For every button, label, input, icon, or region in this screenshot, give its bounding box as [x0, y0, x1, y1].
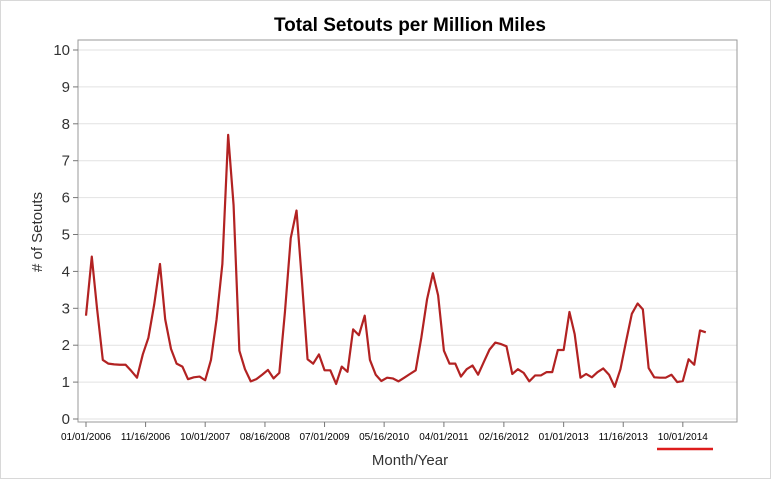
x-tick-label: 10/01/2014 [658, 432, 708, 443]
x-tick-label: 01/01/2013 [539, 432, 589, 443]
series-line [84, 133, 707, 388]
chart-title: Total Setouts per Million Miles [274, 15, 546, 36]
x-tick-label: 04/01/2011 [419, 432, 469, 443]
y-tick-label: 9 [62, 79, 70, 96]
y-tick-label: 5 [62, 227, 70, 244]
x-tick-label: 05/16/2010 [359, 432, 409, 443]
y-tick-label: 7 [62, 153, 70, 170]
y-tick-label: 10 [53, 42, 70, 59]
series [84, 133, 707, 388]
y-tick-label: 1 [62, 374, 70, 391]
grid [78, 49, 737, 420]
x-axis-label: Month/Year [372, 452, 448, 469]
x-axis: 01/01/2006 11/16/2006 10/01/2007 08/16/2008… [61, 422, 708, 443]
y-tick-label: 4 [62, 263, 70, 280]
x-tick-label: 01/01/2006 [61, 432, 111, 443]
x-tick-label: 11/16/2013 [599, 432, 649, 443]
y-axis-label: # of Setouts [29, 192, 46, 272]
x-tick-label: 02/16/2012 [479, 432, 529, 443]
y-tick-label: 6 [62, 190, 70, 207]
x-tick-label: 08/16/2008 [240, 432, 290, 443]
x-tick-label: 07/01/2009 [300, 432, 350, 443]
y-tick-label: 0 [62, 411, 70, 428]
y-tick-label: 8 [62, 116, 70, 133]
x-tick-label: 11/16/2006 [121, 432, 171, 443]
plot-area [77, 39, 738, 423]
y-tick-label: 2 [62, 337, 70, 354]
y-tick-label: 3 [62, 300, 70, 317]
x-tick-label: 10/01/2007 [180, 432, 230, 443]
y-axis: 0 1 2 3 4 5 6 7 8 9 10 [53, 42, 78, 428]
